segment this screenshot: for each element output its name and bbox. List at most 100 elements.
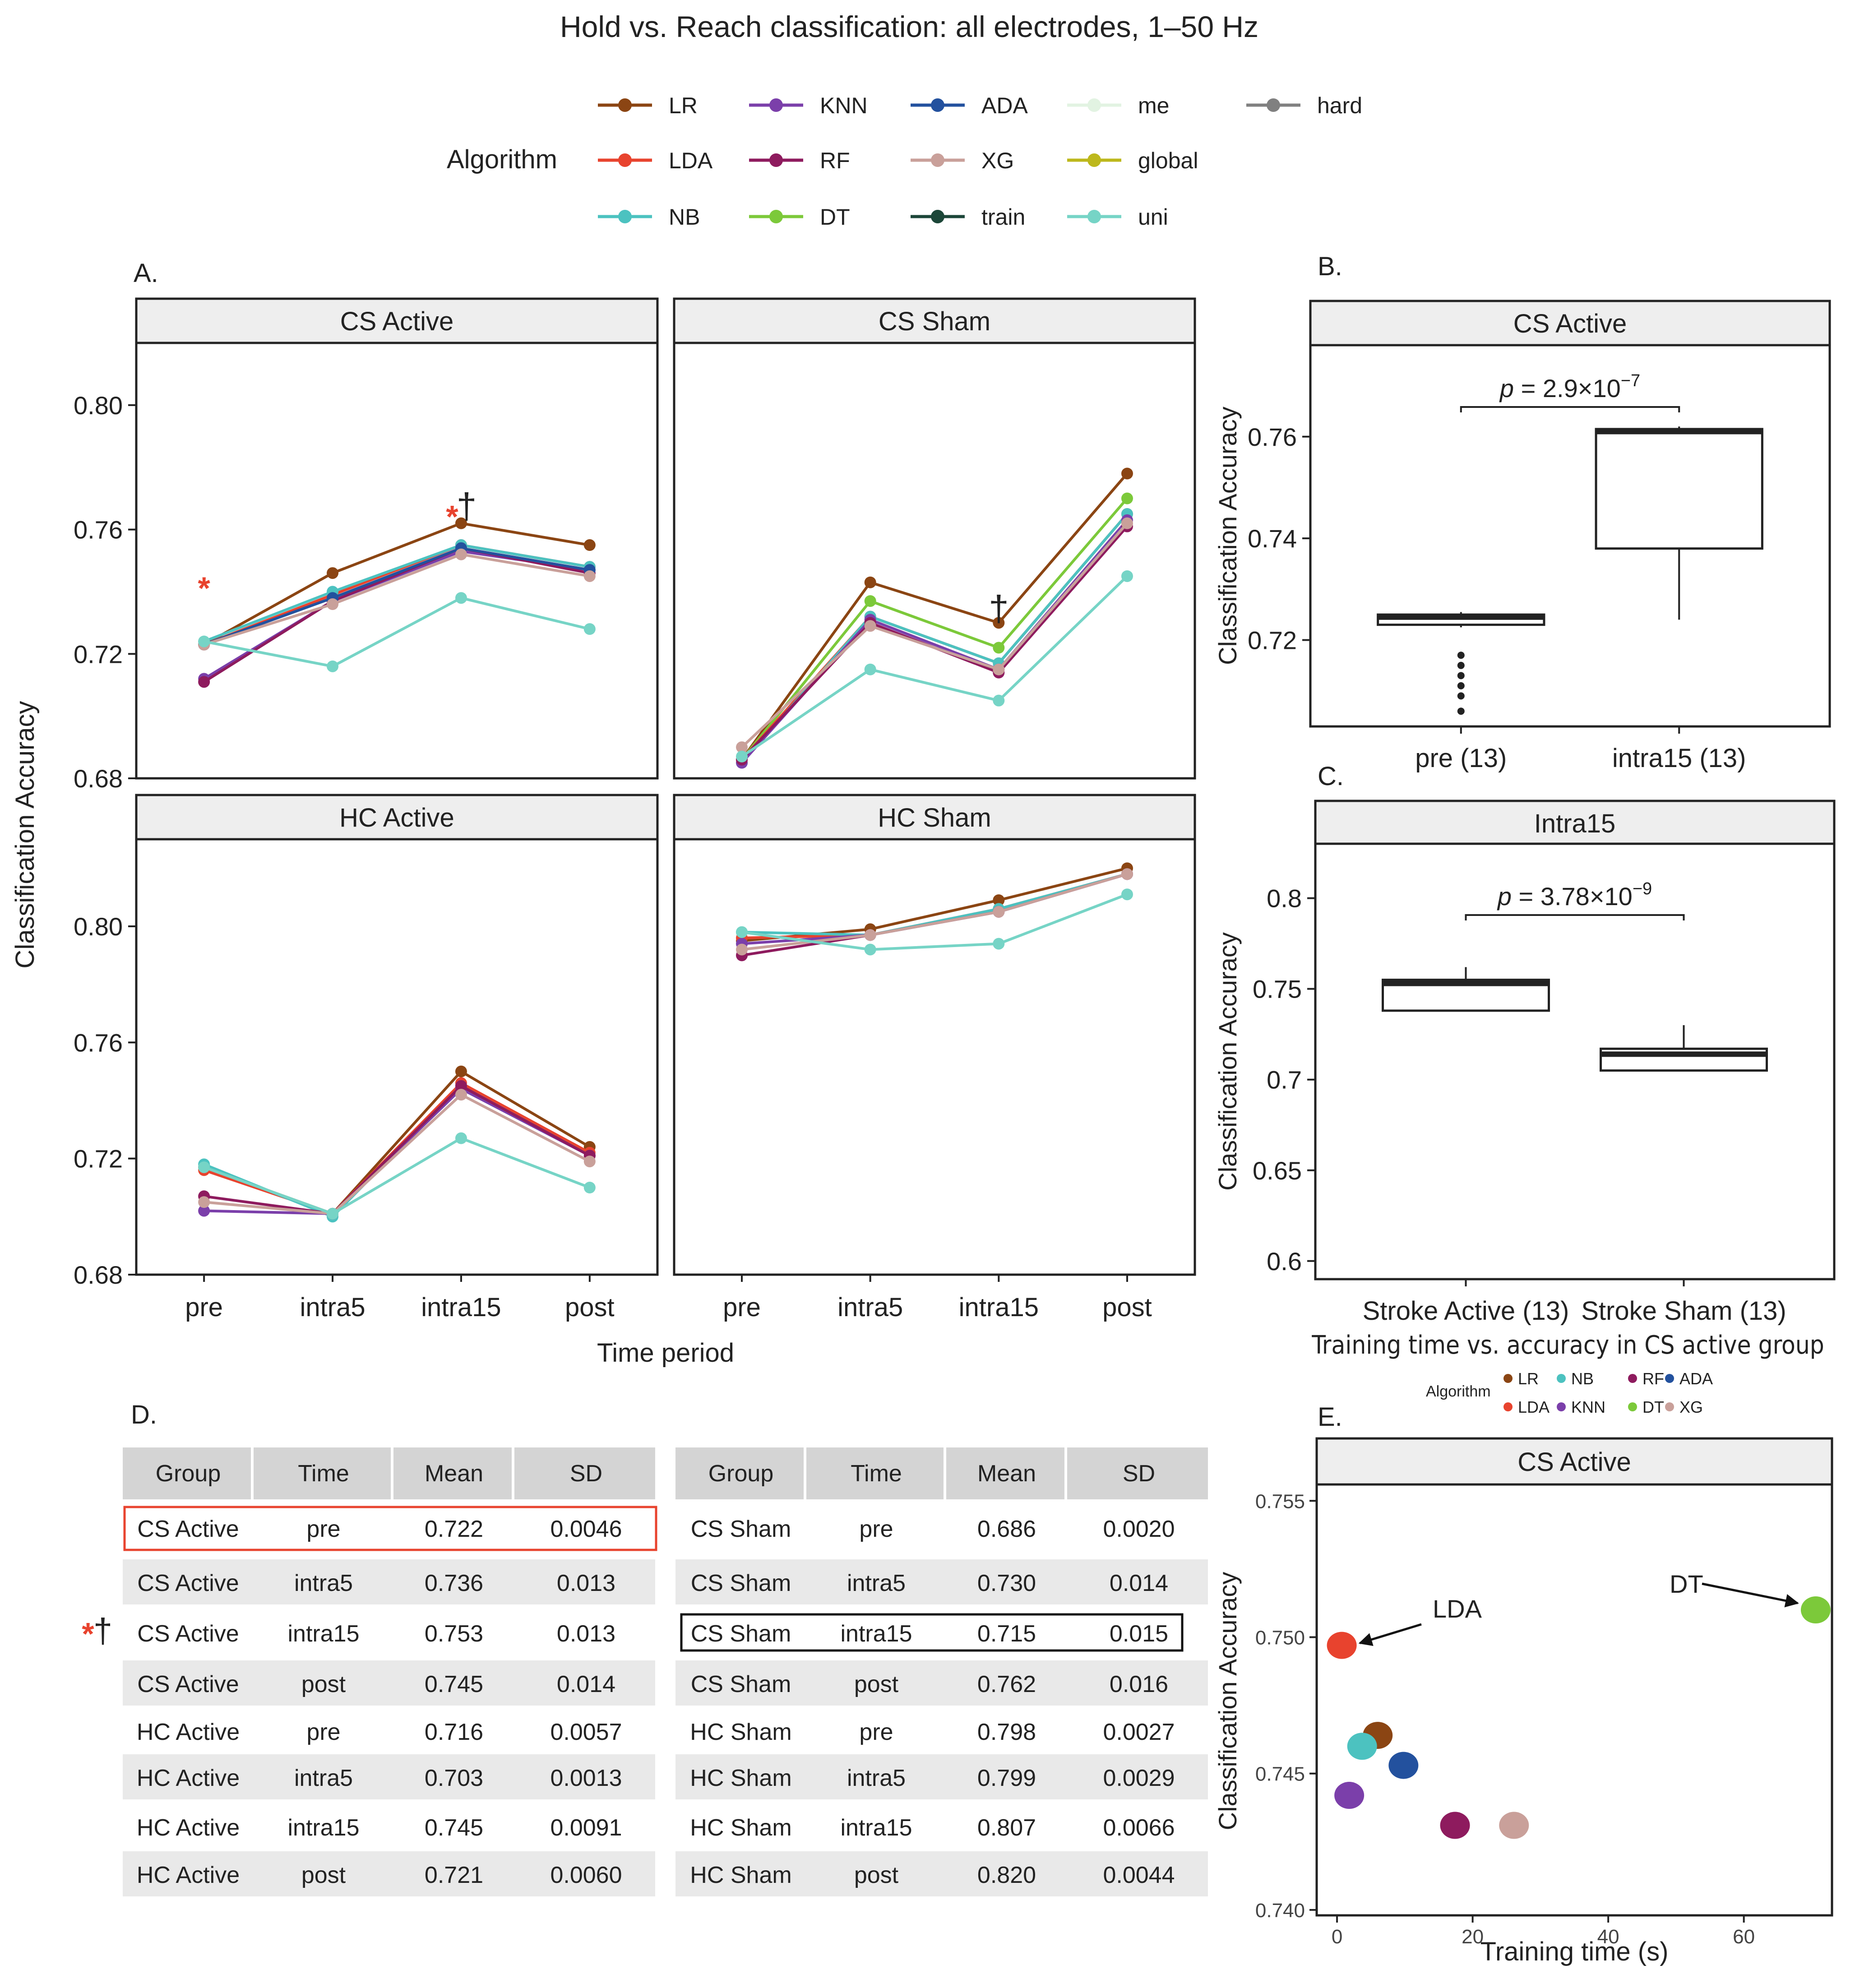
panel-b-y-tick-label-2: 0.76 — [1248, 423, 1297, 451]
facet-strip-3 — [673, 794, 1196, 841]
table-left-cell-7-1: post — [301, 1862, 346, 1888]
legend-title: Algorithm — [447, 145, 557, 174]
table-left-cell-7-2: 0.721 — [425, 1862, 483, 1888]
panel-e-y-tick-label-3: 0.755 — [1255, 1490, 1305, 1512]
series-line-0-XG — [204, 553, 590, 646]
table-right-header-cell-3 — [1067, 1447, 1208, 1499]
table-right-cell-0-1: pre — [859, 1516, 893, 1542]
box-outlier-b-0-5 — [1457, 707, 1465, 715]
panel-b-x-tick-label-0: pre (13) — [1415, 744, 1507, 773]
series-line-3-LR — [741, 867, 1128, 943]
table-right-cell-1-2: 0.730 — [977, 1570, 1036, 1596]
facet-title-3: HC Sham — [878, 803, 991, 832]
e-legend-dot-ADA — [1665, 1374, 1674, 1383]
table-marker-dagger: † — [93, 1612, 112, 1650]
panel-e-y-tick-label-0: 0.740 — [1255, 1900, 1305, 1922]
series-point-0-LR-1 — [327, 567, 339, 579]
series-line-0-RF — [203, 546, 590, 683]
table-left-cell-6-1: intra15 — [288, 1815, 360, 1841]
table-left-cell-6-2: 0.745 — [425, 1815, 483, 1841]
series-point-1-LR-1 — [864, 576, 876, 588]
table-left-cell-5-2: 0.703 — [425, 1765, 483, 1791]
box-outlier-b-0-3 — [1457, 682, 1465, 689]
x-tick-label-3-3: post — [1102, 1293, 1152, 1322]
table-left-cell-6-3: 0.0091 — [550, 1815, 622, 1841]
table-right-cell-2-1: intra15 — [841, 1621, 912, 1647]
series-line-2-uni — [204, 1137, 590, 1216]
e-legend-dot-NB — [1557, 1374, 1566, 1383]
series-point-2-RF-2 — [455, 1080, 467, 1092]
series-line-1-uni — [741, 575, 1129, 758]
scatter-point-DT — [1800, 1596, 1831, 1624]
series-line-1-DT — [740, 497, 1129, 761]
series-point-3-uni-3 — [1121, 888, 1133, 901]
scatter-point-ADA — [1388, 1752, 1419, 1779]
table-right-cell-7-3: 0.0044 — [1103, 1862, 1175, 1888]
table-right-cell-4-1: pre — [859, 1719, 893, 1745]
panel-c-label: C. — [1318, 762, 1344, 791]
facet-title-1: CS Sham — [879, 307, 990, 336]
table-left-cell-5-1: intra5 — [294, 1765, 353, 1791]
panel-c-y-tick-label-2: 0.7 — [1267, 1066, 1302, 1094]
table-left-cell-2-2: 0.753 — [425, 1621, 483, 1647]
legend-marker-RF — [769, 153, 783, 167]
figure-title: Hold vs. Reach classification: all elect… — [560, 10, 1258, 43]
series-point-3-LR-2 — [993, 894, 1005, 906]
legend-marker-hard — [1267, 98, 1280, 112]
series-point-3-XG-0 — [736, 943, 748, 956]
panel-c-y-tick-label-4: 0.8 — [1267, 884, 1302, 913]
table-right-row-bg-1 — [675, 1559, 1208, 1604]
table-highlight-cs-sham-intra15 — [680, 1613, 1184, 1652]
table-right-header-1: Time — [851, 1461, 902, 1487]
e-legend-label-ADA: ADA — [1679, 1369, 1713, 1388]
panel-a-xlabel: Time period — [597, 1338, 734, 1368]
y-tick-label-top-1: 0.72 — [74, 640, 123, 668]
table-right-cell-5-1: intra5 — [847, 1765, 906, 1791]
series-point-1-DT-1 — [864, 595, 876, 607]
series-point-0-XG-3 — [583, 570, 596, 582]
panel-c-sig-bracket — [1465, 914, 1685, 920]
e-legend-dot-RF — [1628, 1374, 1637, 1383]
panel-b-p-value: p = 2.9×10−7 — [1499, 371, 1640, 402]
table-left-cell-1-3: 0.013 — [557, 1570, 615, 1596]
panel-e-ylabel: Classification Accuracy — [1213, 1572, 1242, 1831]
table-left-row-bg-5 — [123, 1754, 655, 1799]
table-right-header-cell-1 — [806, 1447, 944, 1499]
panel-c-title: Intra15 — [1534, 809, 1616, 838]
table-left-cell-4-3: 0.0057 — [550, 1719, 622, 1745]
table-left-cell-3-1: post — [301, 1671, 346, 1697]
table-right-cell-4-0: HC Sham — [690, 1719, 791, 1745]
legend-label-uni: uni — [1138, 204, 1168, 230]
series-point-1-XG-3 — [1121, 517, 1133, 529]
legend-marker-KNN — [769, 98, 783, 112]
table-left-cell-7-3: 0.0060 — [550, 1862, 622, 1888]
table-right-cell-6-2: 0.807 — [977, 1815, 1036, 1841]
y-tick-label-top-0: 0.68 — [74, 764, 123, 793]
y-tick-label-bottom-0: 0.68 — [74, 1261, 123, 1289]
legend-label-KNN: KNN — [820, 93, 868, 118]
table-right-row-bg-7 — [675, 1851, 1208, 1896]
table-right-cell-0-2: 0.686 — [977, 1516, 1036, 1542]
scatter-point-LDA — [1327, 1632, 1357, 1659]
series-point-1-uni-3 — [1121, 570, 1133, 582]
series-point-3-uni-1 — [864, 943, 876, 956]
table-right-row-bg-3 — [675, 1660, 1208, 1706]
panel-c-x-tick-label-0: Stroke Active (13) — [1363, 1296, 1569, 1326]
panel-e-x-tick-label-3: 60 — [1733, 1926, 1755, 1948]
annotation-dagger-1-0: † — [989, 588, 1009, 629]
table-right-cell-7-1: post — [854, 1862, 899, 1888]
x-tick-label-3-0: pre — [723, 1293, 761, 1322]
annotation-star-0-1: * — [446, 499, 458, 534]
panel-b-y-tick-label-0: 0.72 — [1248, 626, 1297, 654]
table-right-cell-0-0: CS Sham — [691, 1516, 791, 1542]
table-right-cell-3-3: 0.016 — [1110, 1671, 1168, 1697]
series-point-0-XG-2 — [455, 548, 467, 560]
table-right-cell-5-3: 0.0029 — [1103, 1765, 1175, 1791]
series-point-0-RF-0 — [198, 676, 210, 688]
series-point-2-uni-1 — [327, 1207, 339, 1220]
table-left-header-cell-2 — [393, 1447, 512, 1499]
table-left-header-cell-1 — [254, 1447, 391, 1499]
panel-b: B. CS Active 0.72 0.74 0.76 pre (13) intra15 (… — [1213, 252, 1831, 773]
series-point-1-DT-3 — [1121, 492, 1133, 504]
